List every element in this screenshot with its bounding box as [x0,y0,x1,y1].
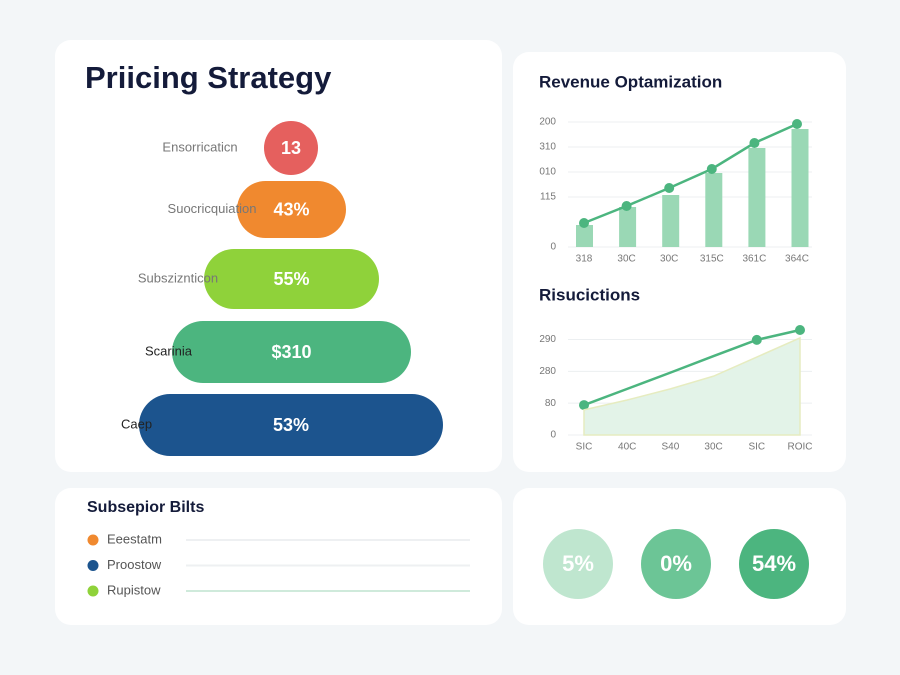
donut-label: 5% [562,551,594,576]
x-tick-label: 318 [576,254,593,265]
tier [264,121,318,175]
donut-label: 54% [752,551,796,576]
point [621,201,632,211]
y-tick-label: 280 [539,366,556,377]
line [583,328,801,407]
tier [172,321,411,383]
y-tick-label: 200 [539,117,556,128]
donut [543,529,613,599]
x-tick-label: ROIC [788,442,813,453]
tier-value: 43% [273,199,309,219]
bar [576,225,593,247]
tier-label: Subsziznticon [138,270,218,285]
x-tick-label: 30C [617,254,635,265]
tier-label: Caep [121,416,152,431]
y-tick-label: 0 [550,430,556,441]
y-tick-label: 010 [539,167,556,178]
x-tick-label: 361C [742,254,766,265]
x-tick-label: 30C [660,254,678,265]
tier-value: 13 [281,138,301,158]
y-tick-label: 310 [539,142,556,153]
legend-label: Eeestatm [107,531,162,546]
legend-dot [87,585,99,597]
tier-value: $310 [271,342,311,362]
y-tick-label: 0 [550,242,556,253]
donut [739,529,809,599]
title: Priicing Strategy [85,60,332,95]
line [583,122,798,225]
tier-label: Ensorricaticn [162,139,237,154]
legend-label: Rupistow [107,582,161,597]
x-tick-label: 315C [700,254,724,265]
legend-label: Proostow [107,557,162,572]
legend-dot [87,534,99,546]
tier-value: 53% [273,415,309,435]
donut-label: 0% [660,551,692,576]
bar [748,148,766,247]
bar [619,207,637,247]
chart-title: Risucictions [539,285,640,304]
tier-label: Scarinia [145,343,193,358]
tier-label: Suocricquiation [168,201,257,216]
x-tick-label: 364C [785,254,809,265]
x-tick-label: S40 [662,442,680,453]
bar [662,195,680,247]
point [749,138,760,148]
bar [705,173,723,247]
tier [204,249,379,309]
point [795,325,805,335]
point [792,119,802,129]
chart-title: Revenue Optamization [539,72,722,91]
donut [641,529,711,599]
y-tick-label: 290 [539,334,556,345]
y-tick-label: 80 [545,398,557,409]
x-tick-label: 30C [704,442,722,453]
tier-value: 55% [273,269,309,289]
legend-dot [87,560,99,571]
point [706,164,717,174]
x-tick-label: 40C [618,442,636,453]
legend-title: Subsepior Bilts [87,499,204,516]
x-tick-label: SIC [576,442,593,453]
point [579,400,589,411]
bar [791,129,809,247]
x-tick-label: SIC [748,442,765,453]
point [579,218,589,228]
point [664,183,675,193]
tier [237,181,346,238]
area [583,336,801,436]
point [751,334,762,345]
tier [139,394,443,456]
y-tick-label: 115 [540,192,556,203]
